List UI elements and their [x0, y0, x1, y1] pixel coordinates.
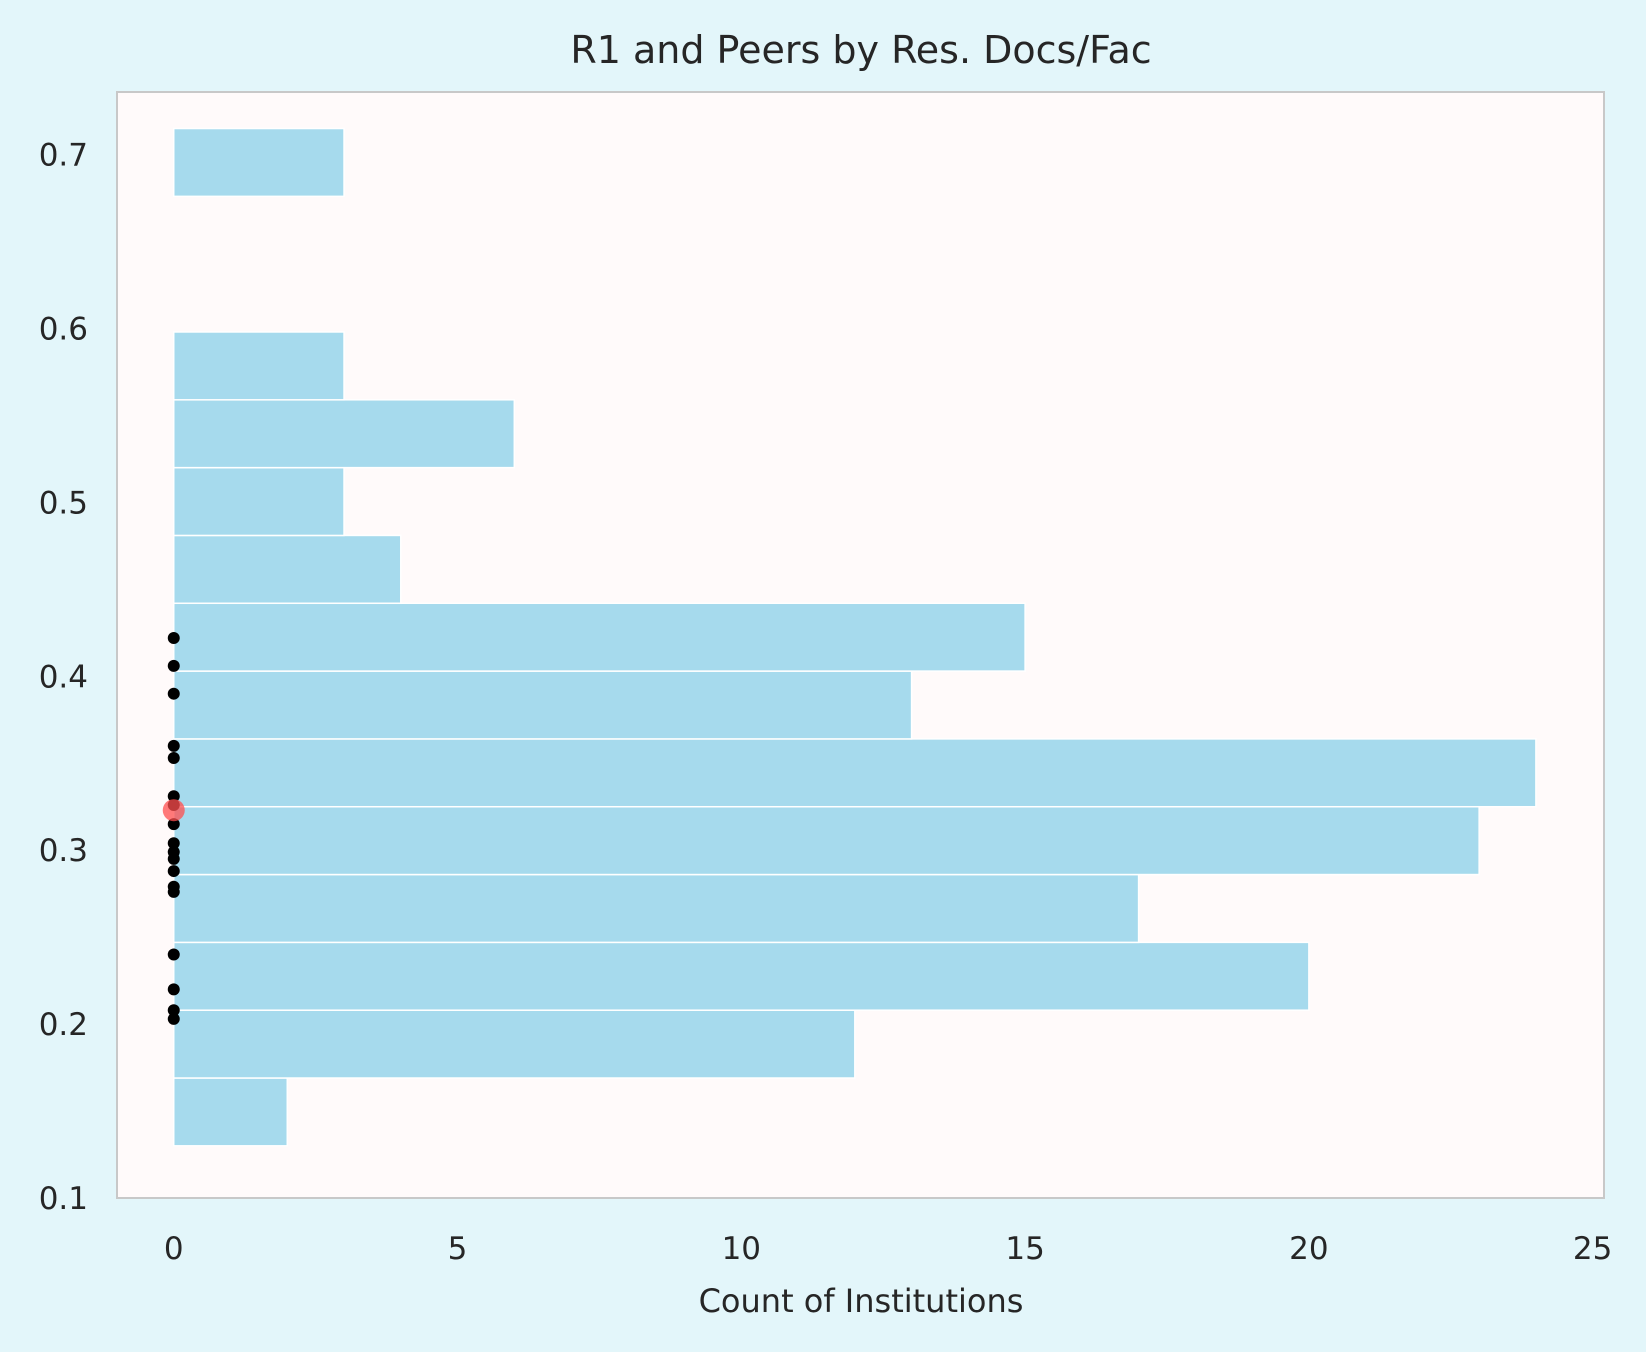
histogram-bar: [173, 805, 1480, 876]
histogram-bar: [173, 466, 345, 537]
histogram-bar: [173, 331, 345, 401]
y-tick-label: 0.6: [39, 312, 88, 348]
histogram-bar: [173, 1009, 856, 1079]
peer-point: [167, 837, 180, 850]
peer-point: [167, 885, 180, 898]
x-tick-label: 10: [722, 1231, 761, 1267]
y-tick-label: 0.1: [39, 1181, 88, 1217]
histogram-bar: [173, 670, 913, 740]
peer-point: [167, 790, 180, 803]
peer-point: [167, 1004, 180, 1017]
peer-point: [167, 659, 180, 672]
histogram-bar: [173, 941, 1310, 1011]
x-axis-label: Count of Institutions: [699, 1282, 1024, 1320]
y-tick-label: 0.4: [39, 659, 88, 695]
chart-title: R1 and Peers by Res. Docs/Fac: [570, 28, 1151, 72]
peer-point: [167, 818, 180, 831]
peer-point: [167, 632, 180, 645]
x-tick-label: 25: [1573, 1231, 1612, 1267]
y-tick-label: 0.7: [39, 138, 88, 174]
x-tick-label: 5: [448, 1231, 468, 1267]
peer-point: [167, 1012, 180, 1025]
histogram-bar: [173, 399, 516, 469]
x-tick-labels: 0 5 10 15 20 25: [164, 1231, 1612, 1267]
x-tick-label: 0: [164, 1231, 184, 1267]
x-tick-label: 15: [1005, 1231, 1044, 1267]
histogram-bar: [173, 602, 1026, 672]
data-points: [162, 632, 185, 1025]
peer-point: [167, 852, 180, 865]
y-tick-label: 0.2: [39, 1007, 88, 1043]
histogram-bar: [173, 873, 1140, 944]
peer-point: [167, 948, 180, 961]
peer-point: [167, 752, 180, 765]
peer-point: [167, 739, 180, 752]
y-tick-label: 0.5: [39, 485, 88, 521]
y-tick-label: 0.3: [39, 833, 88, 869]
x-tick-label: 20: [1289, 1231, 1328, 1267]
histogram-bars: [173, 127, 1537, 1147]
peer-point: [167, 983, 180, 996]
peer-point: [167, 865, 180, 878]
y-tick-labels: 0.1 0.2 0.3 0.4 0.5 0.6 0.7: [39, 138, 88, 1217]
histogram-bar: [173, 127, 345, 198]
histogram-bar: [173, 534, 402, 605]
peer-point: [167, 687, 180, 700]
histogram-bar: [173, 1077, 289, 1147]
histogram-bar: [173, 738, 1537, 808]
highlight-point: [162, 799, 185, 822]
